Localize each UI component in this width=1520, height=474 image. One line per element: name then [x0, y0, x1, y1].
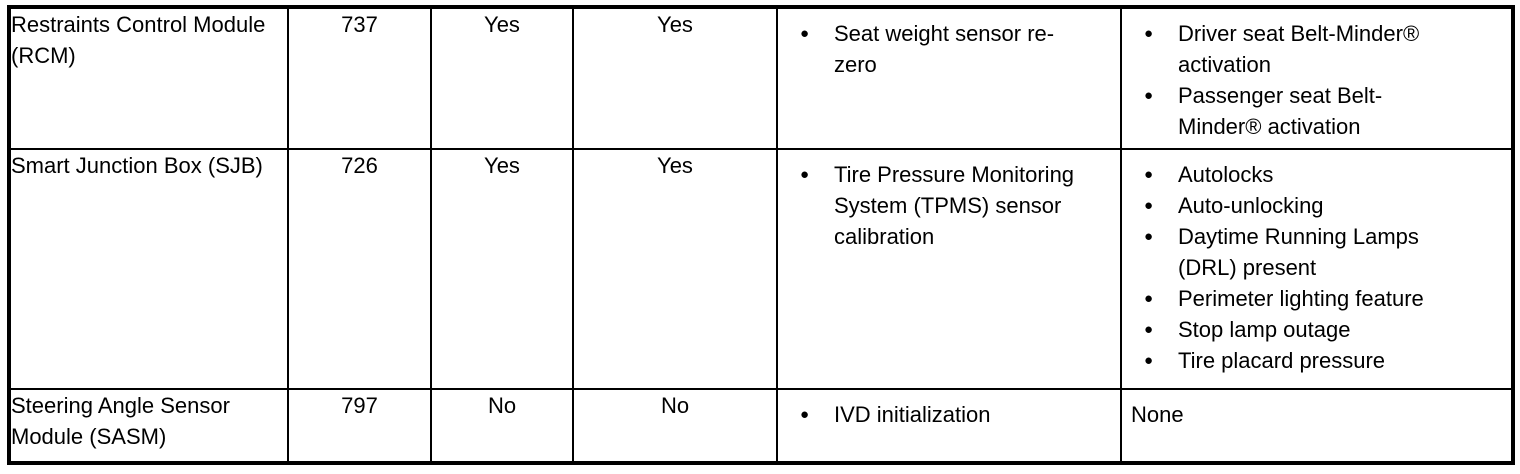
bullet-item: ● Tire placard pressure [1123, 345, 1505, 376]
bullet-item: ● Seat weight sensor re-zero [779, 18, 1114, 80]
bullet-item: ● Autolocks [1123, 159, 1505, 190]
flag-cell: Yes [430, 6, 574, 150]
procedures-cell: ● IVD initialization [776, 388, 1122, 464]
bullet-icon: ● [1144, 25, 1154, 42]
bullet-item: ● Tire Pressure Monitoring System (TPMS) … [779, 159, 1114, 252]
bullet-item: ● IVD initialization [779, 399, 1114, 430]
module-address-cell: 737 [287, 6, 432, 150]
features-cell: ● Autolocks ● Auto-unlocking ● Daytime Runnin… [1120, 148, 1514, 390]
bullet-text: Driver seat Belt-Minder® activation [1178, 21, 1420, 77]
bullet-text: IVD initialization [834, 402, 991, 427]
bullet-item: ● Auto-unlocking [1123, 190, 1505, 221]
bullet-text: Stop lamp outage [1178, 317, 1351, 342]
flag-cell: Yes [572, 6, 778, 150]
module-configuration-table: Restraints Control Module (RCM) 737 Yes … [7, 5, 1515, 465]
module-address-cell: 726 [287, 148, 432, 390]
bullet-item: ● Stop lamp outage [1123, 314, 1505, 345]
flag-cell: No [572, 388, 778, 464]
bullet-item: ● Daytime Running Lamps (DRL) present [1123, 221, 1505, 283]
table-row: Steering Angle Sensor Module (SASM) 797 … [8, 388, 1514, 464]
bullet-icon: ● [1144, 228, 1154, 245]
module-name-cell: Steering Angle Sensor Module (SASM) [8, 388, 289, 464]
procedures-cell: ● Seat weight sensor re-zero [776, 6, 1122, 150]
bullet-icon: ● [1144, 352, 1154, 369]
procedures-list: ● Tire Pressure Monitoring System (TPMS) … [779, 151, 1119, 258]
features-cell: ● Driver seat Belt-Minder® activation ● Pas… [1120, 6, 1514, 150]
procedures-list: ● IVD initialization [779, 391, 1119, 436]
bullet-icon: ● [1144, 166, 1154, 183]
bullet-text: Autolocks [1178, 162, 1274, 187]
bullet-text: Perimeter lighting feature [1178, 286, 1424, 311]
procedures-cell: ● Tire Pressure Monitoring System (TPMS) … [776, 148, 1122, 390]
bullet-icon: ● [800, 25, 810, 42]
bullet-icon: ● [800, 166, 810, 183]
procedures-list: ● Seat weight sensor re-zero [779, 9, 1119, 86]
bullet-icon: ● [1144, 197, 1154, 214]
table-row: Smart Junction Box (SJB) 726 Yes Yes ● Ti… [8, 148, 1514, 390]
bullet-item: ● Driver seat Belt-Minder® activation [1123, 18, 1505, 80]
bullet-text: Tire Pressure Monitoring System (TPMS) s… [834, 162, 1075, 249]
features-none-text: None [1131, 402, 1184, 427]
features-list: ● Autolocks ● Auto-unlocking ● Daytime Runnin… [1123, 151, 1511, 382]
features-cell: None [1120, 388, 1514, 464]
bullet-text: Auto-unlocking [1178, 193, 1324, 218]
bullet-icon: ● [1144, 87, 1154, 104]
bullet-icon: ● [800, 406, 810, 423]
flag-cell: Yes [430, 148, 574, 390]
bullet-text: Daytime Running Lamps (DRL) present [1178, 224, 1419, 280]
flag-cell: Yes [572, 148, 778, 390]
features-list: ● Driver seat Belt-Minder® activation ● Pas… [1123, 9, 1511, 147]
bullet-item: ● Perimeter lighting feature [1123, 283, 1505, 314]
bullet-text: Seat weight sensor re-zero [834, 21, 1055, 77]
flag-cell: No [430, 388, 574, 464]
bullet-text: Passenger seat Belt-Minder® activation [1178, 83, 1383, 139]
table-row: Restraints Control Module (RCM) 737 Yes … [8, 6, 1514, 150]
document-page: Restraints Control Module (RCM) 737 Yes … [7, 5, 1515, 465]
bullet-item: ● Passenger seat Belt-Minder® activation [1123, 80, 1505, 142]
module-address-cell: 797 [287, 388, 432, 464]
module-name-cell: Smart Junction Box (SJB) [8, 148, 289, 390]
module-name-cell: Restraints Control Module (RCM) [8, 6, 289, 150]
bullet-icon: ● [1144, 321, 1154, 338]
bullet-icon: ● [1144, 290, 1154, 307]
bullet-text: Tire placard pressure [1178, 348, 1386, 373]
